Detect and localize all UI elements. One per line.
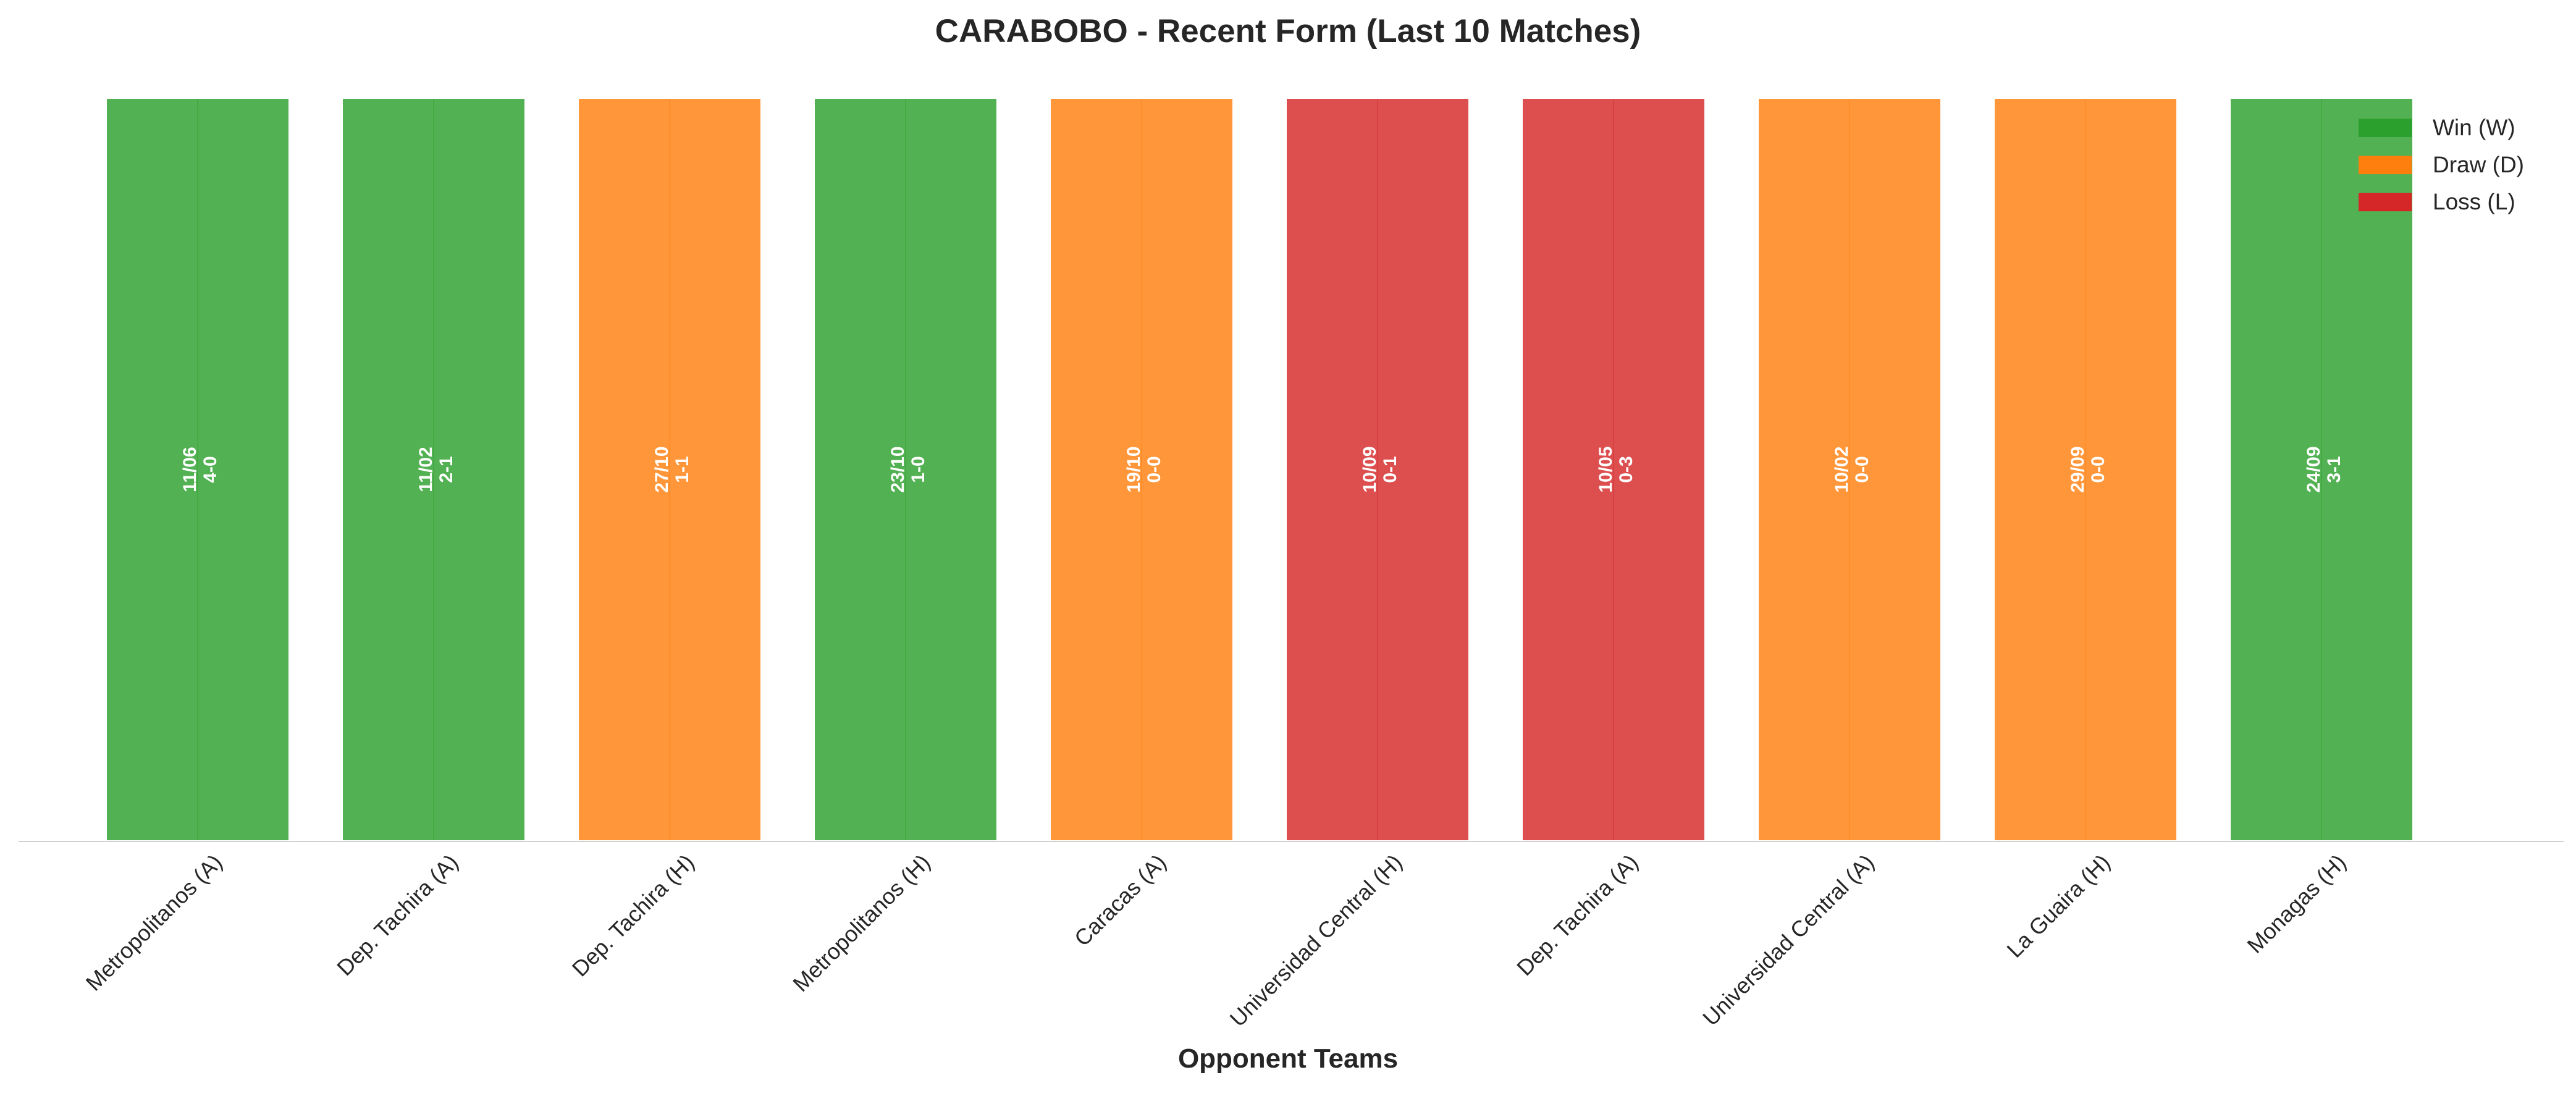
bar-label-date: 27/10 xyxy=(652,446,672,492)
x-axis-label: Opponent Teams xyxy=(1178,1043,1398,1074)
legend: Win (W) Draw (D) Loss (L) xyxy=(2359,115,2524,214)
x-tick-label: Dep. Tachira (A) xyxy=(332,849,463,980)
bar-label: 27/101-1 xyxy=(652,446,692,492)
x-tick-label: Universidad Central (H) xyxy=(1225,849,1407,1032)
x-tick-label: Caracas (A) xyxy=(1069,849,1171,951)
chart-title: CARABOBO - Recent Form (Last 10 Matches) xyxy=(935,13,1641,49)
bar-7 xyxy=(1520,96,1707,843)
bar-label-score: 3-1 xyxy=(2324,456,2344,483)
bar-label: 11/064-0 xyxy=(180,447,221,492)
bar-label-date: 19/10 xyxy=(1124,446,1144,492)
legend-label-d: Draw (D) xyxy=(2433,152,2524,177)
bar-label-score: 0-1 xyxy=(1380,456,1400,483)
bar-label-date: 24/09 xyxy=(2304,446,2324,492)
bar-label-date: 10/05 xyxy=(1596,446,1616,492)
bar-label-score: 0-0 xyxy=(1144,456,1164,483)
bar-6 xyxy=(1284,96,1471,843)
bar-2 xyxy=(340,96,527,843)
x-tick-label: Universidad Central (A) xyxy=(1698,849,1879,1031)
bar-label: 19/100-0 xyxy=(1124,446,1164,492)
bar-3 xyxy=(576,96,763,843)
bar-label-score: 0-3 xyxy=(1616,456,1636,483)
legend-label-l: Loss (L) xyxy=(2433,189,2515,214)
bar-1 xyxy=(104,96,291,843)
bar-label-date: 11/06 xyxy=(180,447,200,492)
bar-label-score: 1-1 xyxy=(672,456,692,483)
bar-label-date: 23/10 xyxy=(888,446,908,492)
x-tick-label: Dep. Tachira (A) xyxy=(1512,849,1643,980)
bar-label: 23/101-0 xyxy=(888,446,928,492)
legend-swatch-l xyxy=(2359,193,2412,211)
x-tick-label: Dep. Tachira (H) xyxy=(567,849,699,982)
bar-label-date: 10/09 xyxy=(1360,446,1380,492)
bar-label-score: 0-0 xyxy=(2088,456,2108,483)
bar-label: 10/050-3 xyxy=(1596,446,1636,492)
bar-label: 10/090-1 xyxy=(1360,446,1400,492)
bar-label-score: 1-0 xyxy=(908,456,928,483)
x-tick-labels: Metropolitanos (A) Dep. Tachira (A) Dep. T… xyxy=(81,849,2351,1032)
bar-label: 29/090-0 xyxy=(2068,446,2108,492)
bar-label-date: 11/02 xyxy=(416,447,436,492)
legend-swatch-d xyxy=(2359,156,2412,174)
bar-5 xyxy=(1048,96,1235,843)
bar-label-score: 2-1 xyxy=(436,456,457,483)
x-tick-label: Monagas (H) xyxy=(2242,849,2351,958)
bar-10 xyxy=(2228,96,2415,843)
bar-label: 24/093-1 xyxy=(2304,446,2344,492)
x-tick-label: Metropolitanos (A) xyxy=(81,849,227,996)
bars-layer: 11/064-0 11/022-1 27/101-1 23/101-0 19/100-0… xyxy=(104,96,2415,843)
bar-label-score: 4-0 xyxy=(200,456,221,483)
legend-swatch-w xyxy=(2359,119,2412,137)
bar-4 xyxy=(812,96,999,843)
bar-label: 11/022-1 xyxy=(416,447,457,492)
bar-label: 10/020-0 xyxy=(1832,446,1872,492)
bar-label-date: 10/02 xyxy=(1832,446,1852,492)
x-tick-label: Metropolitanos (H) xyxy=(788,849,935,997)
bar-label-date: 29/09 xyxy=(2068,446,2088,492)
bar-label-score: 0-0 xyxy=(1852,456,1872,483)
legend-label-w: Win (W) xyxy=(2433,115,2515,140)
x-tick-label: La Guaira (H) xyxy=(2001,849,2115,963)
